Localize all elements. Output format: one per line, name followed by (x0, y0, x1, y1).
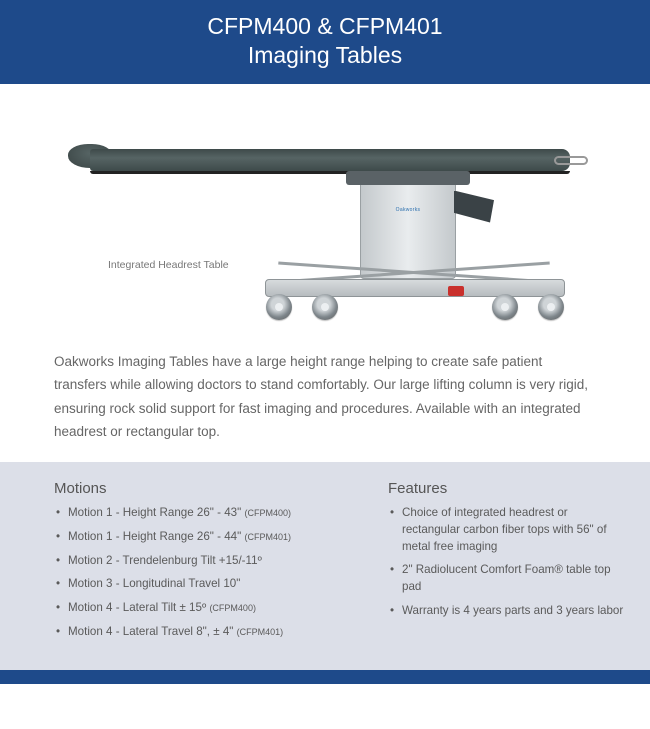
features-item: 2" Radiolucent Comfort Foam® table top p… (388, 562, 626, 596)
motions-heading: Motions (54, 480, 370, 497)
header-line2: Imaging Tables (0, 41, 650, 70)
motions-item-sub: (CFPM400) (244, 508, 291, 518)
caster-icon (312, 294, 338, 320)
table-joint-shape (454, 191, 494, 223)
motions-item-text: Motion 4 - Lateral Tilt ± 15º (68, 601, 206, 614)
table-top-shape (90, 149, 570, 171)
header-line1: CFPM400 & CFPM401 (0, 12, 650, 41)
table-base-shape (265, 279, 565, 297)
features-column: Features Choice of integrated headrest o… (388, 480, 626, 648)
motions-item-sub: (CFPM400) (209, 603, 256, 613)
table-brake-shape (448, 286, 464, 296)
motions-item-text: Motion 4 - Lateral Travel 8", ± 4" (68, 625, 233, 638)
motions-column: Motions Motion 1 - Height Range 26" - 43… (54, 480, 370, 648)
motions-item-text: Motion 1 - Height Range 26" - 43" (68, 506, 241, 519)
motions-item: Motion 4 - Lateral Tilt ± 15º (CFPM400) (54, 600, 370, 617)
features-item-text: Choice of integrated headrest or rectang… (402, 506, 607, 553)
caster-icon (538, 294, 564, 320)
motions-item: Motion 4 - Lateral Travel 8", ± 4" (CFPM… (54, 624, 370, 641)
caster-icon (266, 294, 292, 320)
motions-item-text: Motion 2 - Trendelenburg Tilt +15/-11º (68, 554, 262, 567)
motions-item-sub: (CFPM401) (244, 532, 291, 542)
motions-item-text: Motion 1 - Height Range 26" - 44" (68, 530, 241, 543)
features-heading: Features (388, 480, 626, 497)
table-base-cross (278, 264, 550, 280)
table-handle-shape (554, 156, 588, 165)
specs-panel: Motions Motion 1 - Height Range 26" - 43… (0, 462, 650, 670)
motions-item-text: Motion 3 - Longitudinal Travel 10" (68, 577, 240, 590)
table-column-shape: Oakworks (360, 171, 456, 279)
intro-paragraph: Oakworks Imaging Tables have a large hei… (0, 344, 650, 463)
features-item: Warranty is 4 years parts and 3 years la… (388, 603, 626, 620)
features-item-text: Warranty is 4 years parts and 3 years la… (402, 604, 623, 617)
motions-item: Motion 1 - Height Range 26" - 43" (CFPM4… (54, 505, 370, 522)
product-figure: Oakworks Integrated Headrest Table (0, 84, 650, 344)
features-item: Choice of integrated headrest or rectang… (388, 505, 626, 555)
figure-caption: Integrated Headrest Table (108, 259, 229, 271)
imaging-table-illustration: Oakworks (90, 114, 580, 329)
motions-item: Motion 2 - Trendelenburg Tilt +15/-11º (54, 553, 370, 570)
features-item-text: 2" Radiolucent Comfort Foam® table top p… (402, 563, 611, 593)
page-header: CFPM400 & CFPM401 Imaging Tables (0, 0, 650, 84)
footer-bar (0, 670, 650, 684)
motions-item-sub: (CFPM401) (237, 627, 284, 637)
features-list: Choice of integrated headrest or rectang… (388, 505, 626, 620)
column-brand-label: Oakworks (396, 207, 421, 213)
caster-icon (492, 294, 518, 320)
motions-list: Motion 1 - Height Range 26" - 43" (CFPM4… (54, 505, 370, 641)
motions-item: Motion 3 - Longitudinal Travel 10" (54, 576, 370, 593)
motions-item: Motion 1 - Height Range 26" - 44" (CFPM4… (54, 529, 370, 546)
